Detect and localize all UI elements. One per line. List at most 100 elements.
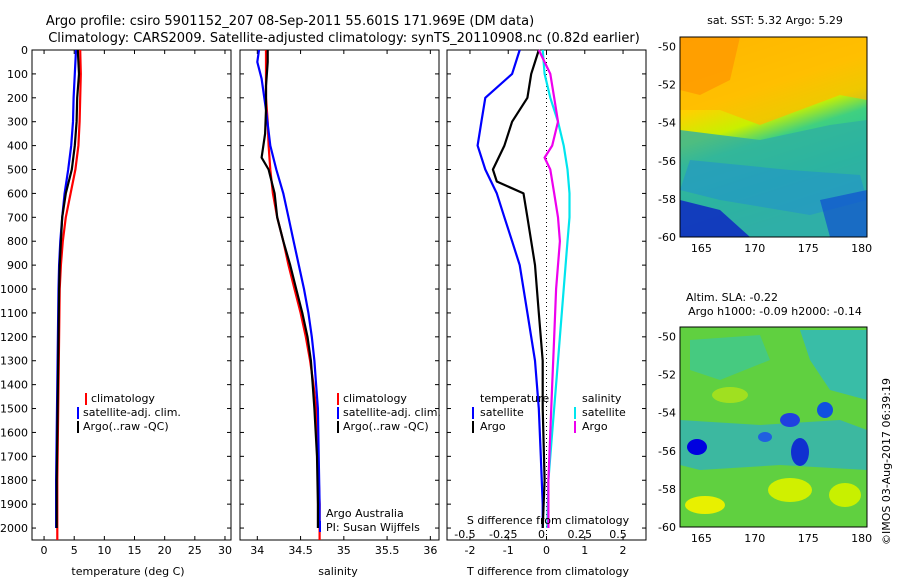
x-tick-label: 15	[128, 544, 142, 557]
x-tick-label: 36	[423, 544, 437, 557]
map-x-tick-label: 180	[851, 532, 872, 545]
y-tick-label: 900	[7, 259, 28, 272]
legend-satellite: satellite-adj. clim.	[343, 406, 441, 419]
x-tick-label: 35.5	[375, 544, 400, 557]
x-tick-label: 25	[188, 544, 202, 557]
series-line-satellite	[541, 49, 571, 529]
y-tick-label: 1400	[0, 379, 28, 392]
legend-sal-satellite: satellite	[582, 406, 626, 419]
map-y-tick-label: -50	[658, 41, 676, 54]
y-tick-label: 1800	[0, 474, 28, 487]
map-y-tick-label: -54	[658, 117, 676, 130]
legend-argo: Argo(..raw -QC)	[343, 420, 429, 433]
x-tick-label: 30	[218, 544, 232, 557]
legend-satellite: satellite-adj. clim.	[83, 406, 181, 419]
map-y-tick-label: -56	[658, 155, 676, 168]
salinity-plot-frame	[239, 49, 440, 541]
x-tick-label: 2	[620, 544, 627, 557]
y-tick-label: 1500	[0, 403, 28, 416]
map-x-tick-label: 165	[691, 532, 712, 545]
t-difference-xlabel: T difference from climatology	[466, 565, 629, 578]
legend-temp-argo: Argo	[480, 420, 506, 433]
legend-climatology: climatology	[343, 392, 407, 405]
y-tick-label: 200	[7, 92, 28, 105]
legend-temp-satellite: satellite	[480, 406, 524, 419]
y-tick-label: 300	[7, 116, 28, 129]
y-tick-label: 400	[7, 140, 28, 153]
x-tick-label: 0	[543, 544, 550, 557]
map-y-tick-label: -58	[658, 193, 676, 206]
y-tick-label: 1300	[0, 355, 28, 368]
map-y-tick-label: -52	[658, 369, 676, 382]
salinity-legend: climatology satellite-adj. clim. Argo(..…	[337, 392, 441, 433]
x-tick-label: 20	[158, 544, 172, 557]
temperature-legend: climatology satellite-adj. clim. Argo(..…	[77, 392, 181, 433]
x-tick-label: 0	[41, 544, 48, 557]
map-x-tick-label: 175	[798, 242, 819, 255]
x-top-tick-label: 0.5	[609, 528, 627, 541]
map-y-tick-label: -52	[658, 79, 676, 92]
map-y-tick-label: -56	[658, 445, 676, 458]
imos-footer: ©IMOS 03-Aug-2017 06:39:19	[880, 378, 893, 545]
x-top-tick-label: -0.25	[489, 528, 517, 541]
y-tick-label: 100	[7, 68, 28, 81]
difference-legend: temperature satellite Argo salinity sate…	[472, 392, 626, 433]
figure-title-line2: Climatology: CARS2009. Satellite-adjuste…	[48, 31, 640, 46]
map-x-tick-label: 175	[798, 532, 819, 545]
annotation-argo-australia: Argo Australia	[326, 507, 404, 520]
legend-sal-argo: Argo	[582, 420, 608, 433]
sla-map-title-line1: Altim. SLA: -0.22	[686, 291, 778, 304]
x-tick-label: 10	[97, 544, 111, 557]
map-x-tick-label: 170	[744, 532, 765, 545]
sla-map: Altim. SLA: -0.22 Argo h1000: -0.09 h200…	[679, 291, 868, 528]
y-tick-label: 1100	[0, 307, 28, 320]
legend-climatology: climatology	[91, 392, 155, 405]
y-tick-label: 1600	[0, 426, 28, 439]
x-tick-label: -2	[464, 544, 475, 557]
sst-map-title: sat. SST: 5.32 Argo: 5.29	[707, 14, 843, 27]
x-tick-label: 34.5	[288, 544, 313, 557]
y-tick-label: 0	[21, 44, 28, 57]
y-tick-label: 1700	[0, 450, 28, 463]
annotation-pi: PI: Susan Wijffels	[326, 521, 420, 534]
sla-map-title-line2: Argo h1000: -0.09 h2000: -0.14	[688, 305, 862, 318]
series-line-argo	[491, 49, 546, 529]
temperature-xlabel: temperature (deg C)	[71, 565, 184, 578]
y-tick-label: 1000	[0, 283, 28, 296]
series-line-argo-raw-qc-	[260, 50, 319, 528]
series-line-satellite	[476, 49, 544, 528]
series-line-argo-raw-qc-	[55, 49, 81, 528]
map-x-tick-label: 165	[691, 242, 712, 255]
y-tick-label: 2000	[0, 522, 28, 535]
salinity-xlabel: salinity	[318, 565, 358, 578]
y-tick-label: 700	[7, 211, 28, 224]
x-tick-label: 34	[250, 544, 264, 557]
y-tick-label: 600	[7, 187, 28, 200]
map-y-tick-label: -60	[658, 521, 676, 534]
x-tick-label: 5	[71, 544, 78, 557]
map-x-tick-label: 170	[744, 242, 765, 255]
map-y-tick-label: -50	[658, 331, 676, 344]
y-tick-label: 1900	[0, 498, 28, 511]
x-top-tick-label: 0.25	[568, 528, 593, 541]
y-tick-label: 500	[7, 164, 28, 177]
x-tick-label: -1	[503, 544, 514, 557]
x-top-tick-label: -0.5	[454, 528, 475, 541]
legend-argo: Argo(..raw -QC)	[83, 420, 169, 433]
temperature-plot-frame	[31, 49, 232, 541]
figure-title-line1: Argo profile: csiro 5901152_207 08-Sep-2…	[46, 14, 534, 29]
x-top-tick-label: 0	[538, 528, 545, 541]
legend-temperature-title: temperature	[480, 392, 549, 405]
map-y-tick-label: -54	[658, 407, 676, 420]
series-line-argo	[537, 49, 561, 528]
legend-salinity-title: salinity	[582, 392, 622, 405]
map-x-tick-label: 180	[851, 242, 872, 255]
map-y-tick-label: -58	[658, 483, 676, 496]
x-tick-label: 1	[581, 544, 588, 557]
y-tick-label: 800	[7, 235, 28, 248]
map-y-tick-label: -60	[658, 231, 676, 244]
x-tick-label: 35	[337, 544, 351, 557]
y-tick-label: 1200	[0, 331, 28, 344]
s-difference-label: S difference from climatology	[467, 514, 630, 527]
